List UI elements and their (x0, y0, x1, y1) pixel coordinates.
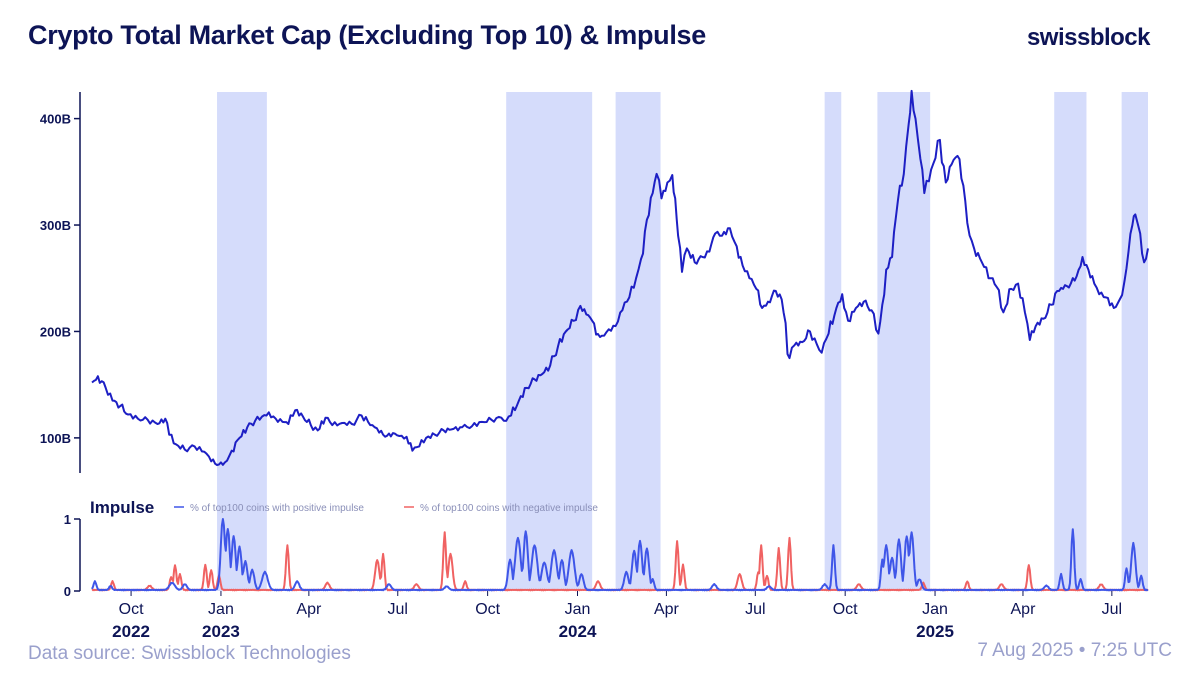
x-year-label-3: 2025 (916, 622, 954, 641)
x-tick-label-0: Oct (119, 601, 144, 618)
impulse-y-tick-label-1: 1 (64, 512, 71, 527)
impulse-legend: Impulse % of top100 coins with positive … (90, 498, 598, 517)
x-tick-label-11: Jul (1102, 601, 1122, 618)
market-cap-series (91, 89, 1149, 466)
shaded-period-1 (506, 92, 593, 591)
main-y-tick-label-3: 400B (40, 112, 71, 127)
legend-positive-label: % of top100 coins with positive impulse (190, 503, 364, 514)
positive-impulse-line (91, 518, 1149, 592)
x-year-label-1: 2023 (202, 622, 240, 641)
x-year-label-2: 2024 (559, 622, 597, 641)
main-y-axis: 100B 200B 300B 400B (40, 92, 81, 473)
x-tick-label-3: Jul (388, 601, 408, 618)
shaded-period-6 (1121, 92, 1148, 591)
impulse-y-tick-label-0: 0 (64, 584, 71, 599)
x-axis: Oct Jan Apr Jul Oct Jan Apr Jul Oct Jan Apr Jul 2022… (112, 591, 1122, 641)
shaded-period-5 (1054, 92, 1087, 591)
x-tick-label-7: Jul (745, 601, 765, 618)
x-year-label-0: 2022 (112, 622, 150, 641)
x-tick-label-5: Jan (565, 601, 591, 618)
main-y-tick-label-0: 100B (40, 431, 71, 446)
chart-title: Crypto Total Market Cap (Excluding Top 1… (28, 20, 706, 50)
data-source: Data source: Swissblock Technologies (28, 643, 351, 664)
shaded-periods (217, 92, 1148, 591)
x-tick-label-1: Jan (208, 601, 234, 618)
shaded-period-3 (824, 92, 842, 591)
main-y-tick-label-2: 300B (40, 218, 71, 233)
x-tick-label-8: Oct (833, 601, 858, 618)
brand-logo: swissblock (1026, 24, 1151, 51)
x-tick-label-10: Apr (1011, 601, 1037, 618)
market-cap-line (91, 89, 1149, 466)
x-tick-label-2: Apr (296, 601, 322, 618)
main-y-tick-label-1: 200B (40, 324, 71, 339)
x-tick-label-6: Apr (654, 601, 680, 618)
impulse-panel-title: Impulse (90, 498, 154, 517)
impulse-y-axis: 01 (64, 512, 81, 599)
legend-negative-label: % of top100 coins with negative impulse (420, 503, 598, 514)
shaded-period-0 (217, 92, 267, 591)
timestamp: 7 Aug 2025 • 7:25 UTC (977, 640, 1172, 661)
shaded-period-2 (615, 92, 661, 591)
x-tick-label-9: Jan (922, 601, 948, 618)
x-tick-label-4: Oct (475, 601, 500, 618)
impulse-series (91, 518, 1149, 592)
